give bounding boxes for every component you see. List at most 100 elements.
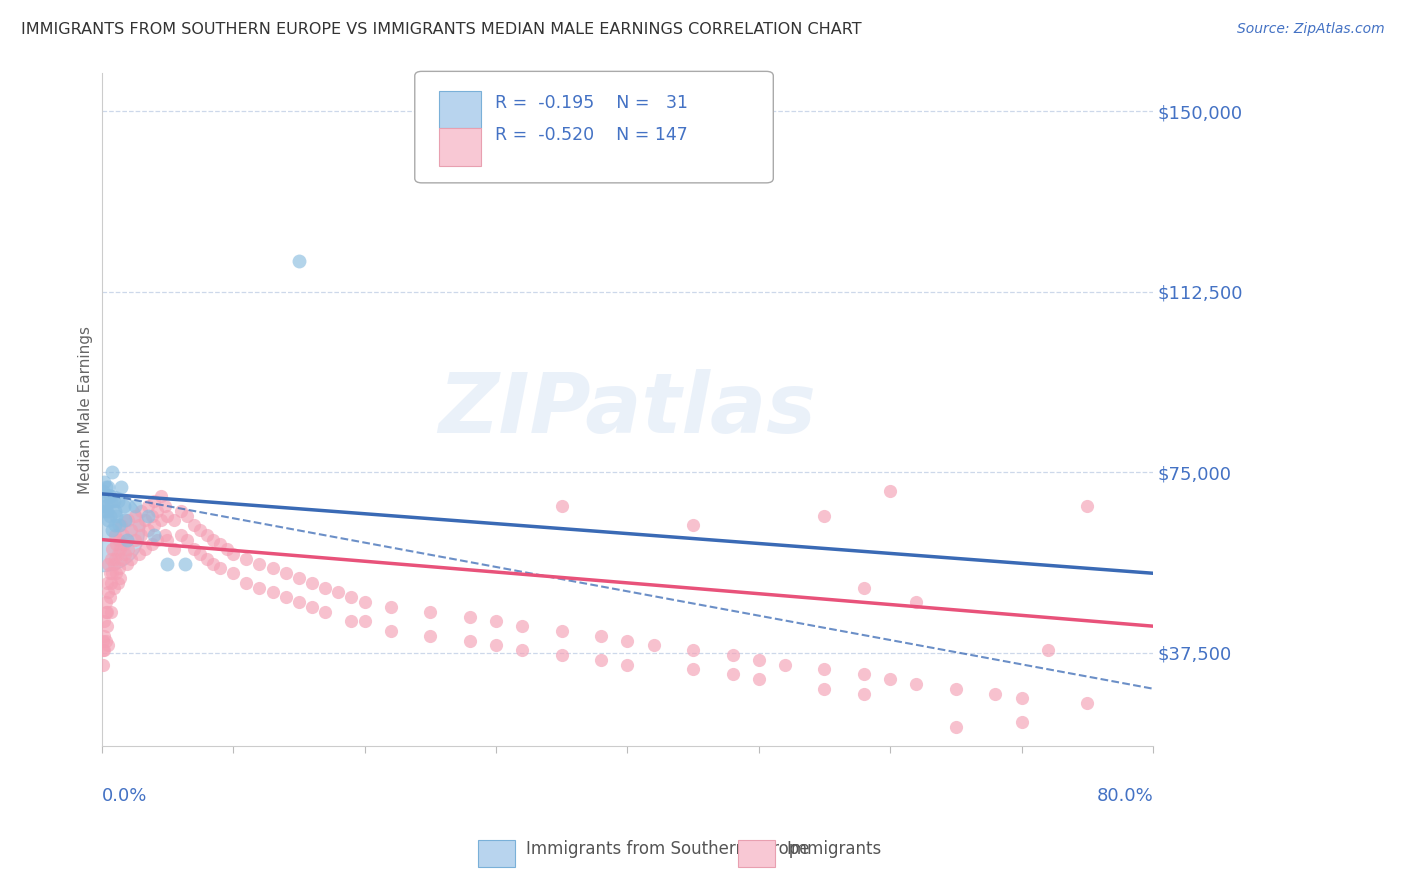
Point [485,639,508,653]
Point [328,585,350,599]
Point [222,547,245,561]
Point [301,599,323,614]
Point [94,499,117,513]
Point [97,480,120,494]
Point [183,518,205,533]
Point [288,595,311,609]
Point [112,499,135,513]
Point [104,518,127,533]
Point [146,533,169,547]
Point [108,571,131,585]
Point [93,643,115,657]
Point [879,672,901,686]
Point [616,633,638,648]
Point [128,518,150,533]
Point [591,629,613,643]
Point [153,528,176,542]
Point [353,595,375,609]
Point [984,686,1007,700]
Point [143,518,166,533]
Point [852,581,875,595]
Point [93,504,115,518]
Point [107,547,129,561]
Point [107,575,129,590]
Point [143,494,166,508]
Point [945,720,967,734]
Point [510,643,533,657]
Point [104,504,127,518]
Point [616,657,638,672]
Point [945,681,967,696]
Point [249,557,271,571]
Point [458,609,481,624]
Point [262,585,284,599]
Point [419,605,441,619]
Point [215,542,238,557]
Point [96,504,118,518]
Point [208,537,231,551]
Point [114,547,136,561]
Point [1076,499,1098,513]
Point [98,508,121,523]
Point [550,499,572,513]
Point [813,663,835,677]
Point [97,557,120,571]
Point [905,677,928,691]
Point [108,561,131,575]
Point [141,537,163,551]
Point [235,575,257,590]
Point [340,615,363,629]
Point [202,533,225,547]
Point [105,537,128,551]
Point [813,508,835,523]
Point [195,551,218,566]
Text: 0.0%: 0.0% [101,787,148,805]
Point [288,253,311,268]
Point [485,615,508,629]
Point [101,542,124,557]
Point [91,657,114,672]
Point [458,633,481,648]
Point [134,542,156,557]
Point [97,585,120,599]
Point [96,605,118,619]
Point [120,551,142,566]
Point [105,508,128,523]
Point [103,557,125,571]
Point [124,499,146,513]
Point [188,547,211,561]
Point [249,581,271,595]
Point [314,581,336,595]
Point [103,581,125,595]
Point [208,561,231,575]
Point [100,494,122,508]
Point [94,480,117,494]
Point [169,504,191,518]
Point [1011,715,1033,730]
Point [550,624,572,638]
Point [128,547,150,561]
Point [288,571,311,585]
Point [163,542,186,557]
Point [94,595,117,609]
Point [108,533,131,547]
Point [141,508,163,523]
Point [101,465,124,479]
Point [91,643,114,657]
Point [136,499,159,513]
Point [748,653,770,667]
Point [105,566,128,581]
Point [91,523,114,537]
Point [91,484,114,499]
Point [340,591,363,605]
Point [98,566,121,581]
Point [101,523,124,537]
Point [301,575,323,590]
Point [98,591,121,605]
Text: Immigrants: Immigrants [786,840,882,858]
Point [110,518,132,533]
Point [173,557,195,571]
Point [129,504,152,518]
Point [314,605,336,619]
Point [721,648,744,662]
